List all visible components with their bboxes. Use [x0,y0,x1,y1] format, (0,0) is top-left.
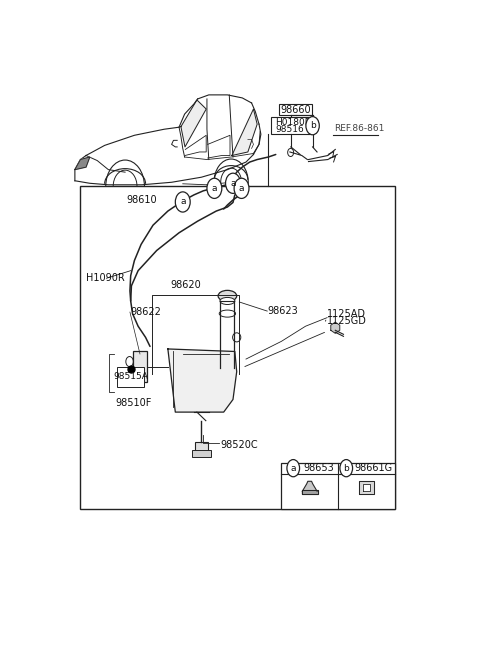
Circle shape [287,460,300,477]
Polygon shape [232,109,257,155]
Bar [195,442,208,451]
Text: a: a [239,184,244,193]
Text: 98610: 98610 [127,195,157,205]
Text: H1090R: H1090R [86,274,125,283]
Circle shape [175,192,190,212]
Ellipse shape [220,297,235,304]
Polygon shape [363,484,370,491]
Bar [81,186,395,509]
Text: b: b [343,464,349,473]
Text: 98661G: 98661G [355,463,393,473]
Bar [133,351,147,382]
Text: 98660: 98660 [280,104,311,115]
Text: a: a [290,464,296,473]
Text: 98622: 98622 [131,307,162,317]
Bar [281,462,395,509]
Text: a: a [230,179,236,188]
Text: a: a [180,197,185,207]
Circle shape [226,173,240,194]
Text: 98623: 98623 [267,306,299,316]
Polygon shape [75,157,90,170]
Text: REF.86-861: REF.86-861 [335,124,385,133]
Text: 1125AD: 1125AD [327,308,366,319]
Text: 1125GD: 1125GD [327,316,367,326]
Text: 98515A: 98515A [113,372,148,381]
Polygon shape [301,490,318,494]
Polygon shape [168,349,237,412]
Ellipse shape [233,333,241,342]
Bar [117,367,144,387]
Polygon shape [331,322,340,333]
Polygon shape [181,100,206,147]
Circle shape [288,148,294,157]
Circle shape [234,178,249,198]
Bar [271,117,311,134]
Text: 98510F: 98510F [115,398,151,408]
Text: a: a [212,184,217,193]
Text: H0180R: H0180R [275,117,311,127]
Circle shape [340,460,353,477]
Circle shape [207,178,222,198]
Text: 98516: 98516 [275,125,304,134]
Polygon shape [359,482,374,494]
Circle shape [306,117,319,134]
Ellipse shape [219,310,236,317]
Bar [192,451,211,457]
Ellipse shape [218,291,237,302]
Text: b: b [310,121,315,130]
Text: 98520C: 98520C [220,440,258,450]
Text: 98620: 98620 [170,280,201,290]
Bar [279,104,312,115]
Polygon shape [302,482,317,494]
Text: 98653: 98653 [303,463,334,473]
